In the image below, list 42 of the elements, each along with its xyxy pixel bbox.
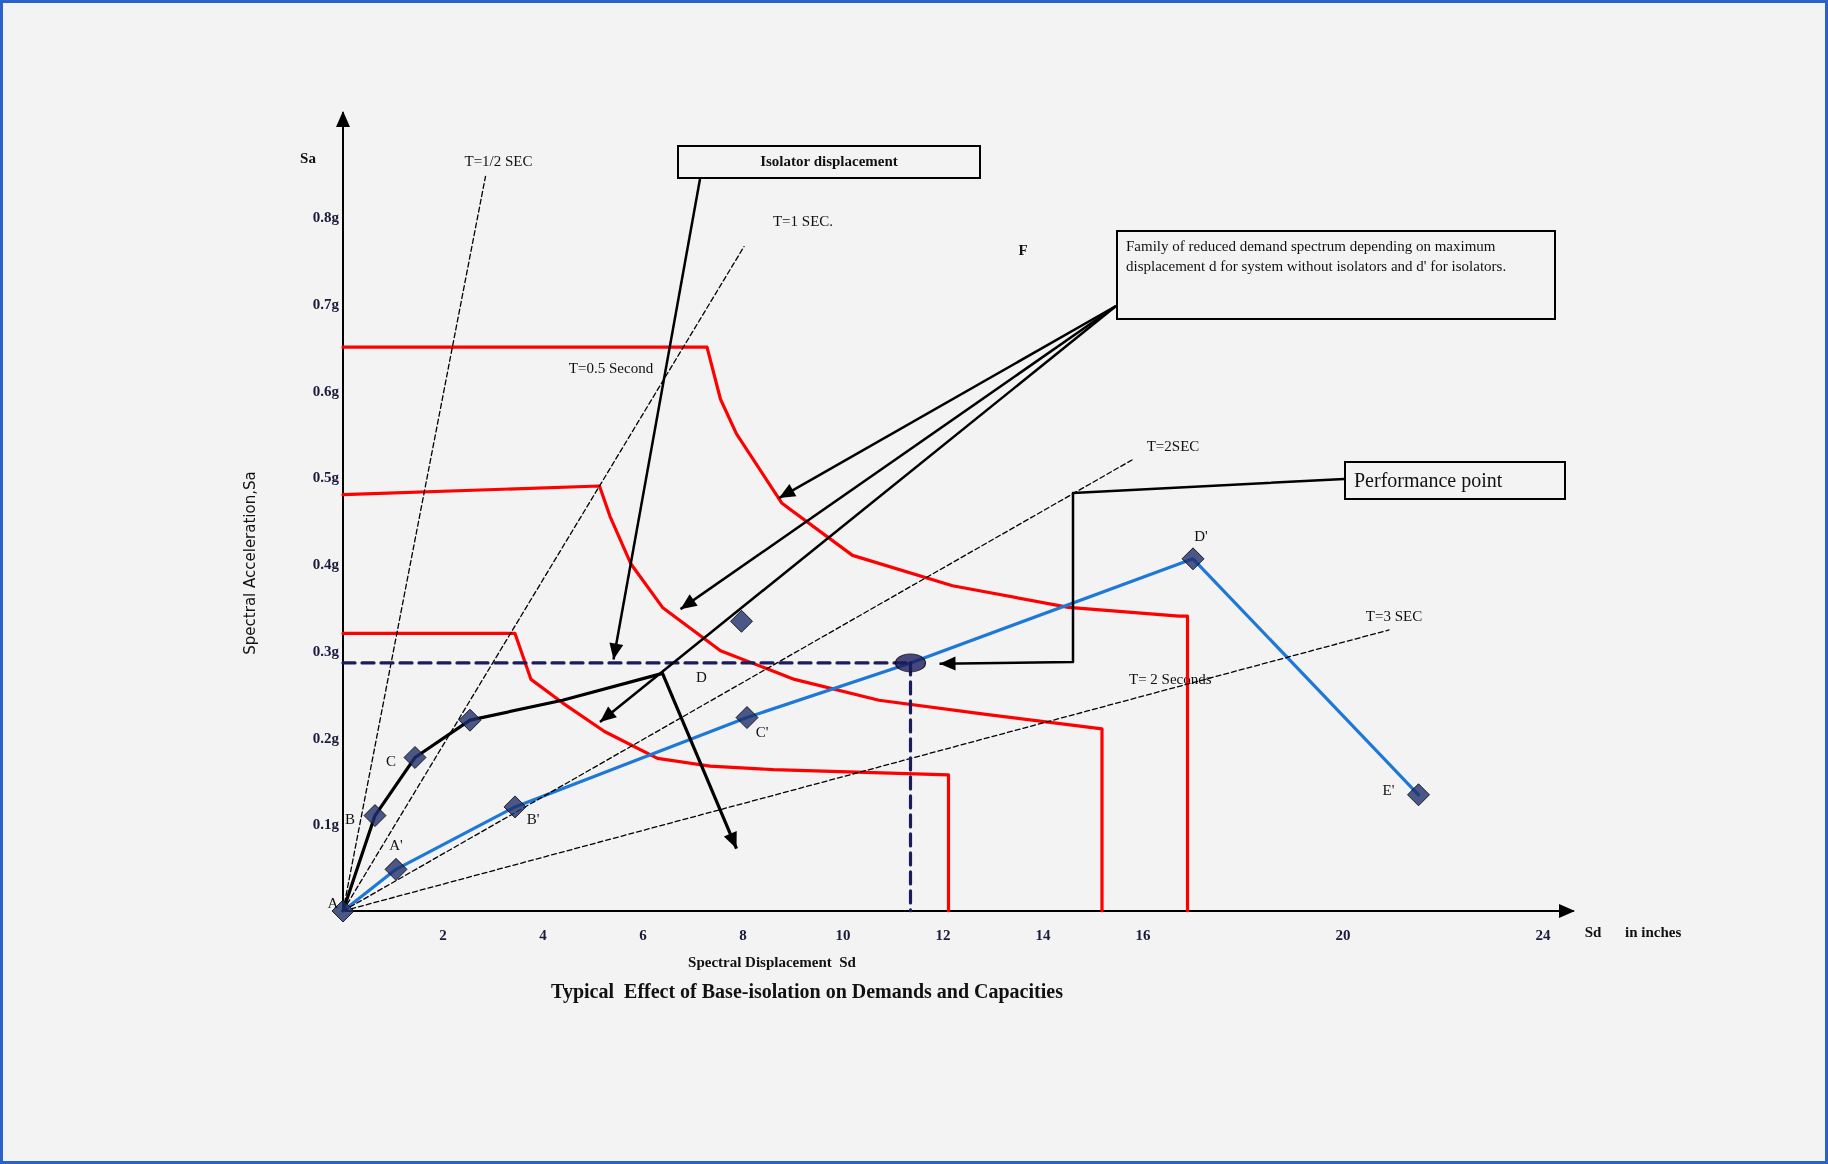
y-tick-label: 0.3g <box>312 642 340 659</box>
annotation: E' <box>1382 781 1395 798</box>
annotation: B' <box>526 810 540 827</box>
annotation: F <box>1018 242 1028 258</box>
x-tick-label: 24 <box>1535 926 1551 943</box>
x-tick-label: 14 <box>1035 926 1051 943</box>
annotation: C' <box>755 723 769 740</box>
y-tick-label: 0.6g <box>312 382 340 399</box>
x-tick-label: 4 <box>539 926 548 943</box>
x-tick-label: 2 <box>439 926 447 943</box>
callout-box: Family of reduced demand spectrum depending on maximum displacement d for system without isolators and d' for isolators. <box>1116 230 1556 320</box>
text: Sa <box>300 150 317 166</box>
callout-box: Isolator displacement <box>677 145 981 179</box>
x-tick-label: 20 <box>1335 926 1351 943</box>
text: in inches <box>1625 924 1682 940</box>
x-tick-label: 10 <box>835 926 851 943</box>
y-tick-label: 0.4g <box>312 556 340 573</box>
annotation: D' <box>1194 527 1209 544</box>
annotation: T=1 SEC. <box>772 212 834 229</box>
annotation: A' <box>389 837 404 854</box>
y-tick-label: 0.5g <box>312 469 340 486</box>
annotation: T=0.5 Second <box>568 360 654 377</box>
text: Sd <box>1584 924 1602 940</box>
text: Typical Effect of Base-isolation on Demands and Capacities <box>551 980 1064 1003</box>
y-axis-title: Spectral Acceleration,Sa <box>241 471 259 655</box>
annotation: A <box>327 895 339 911</box>
annotation: D <box>696 669 708 686</box>
annotation: C <box>385 753 397 770</box>
y-tick-label: 0.7g <box>312 295 340 312</box>
x-tick-label: 8 <box>739 926 747 943</box>
x-tick-label: 12 <box>935 926 951 943</box>
callout-box: Performance point <box>1344 461 1566 500</box>
y-tick-label: 0.1g <box>312 816 340 833</box>
y-tick-label: 0.2g <box>312 729 340 746</box>
annotation: T=2SEC <box>1146 437 1200 454</box>
y-tick-label: 0.8g <box>312 209 340 226</box>
x-axis-title: Spectral Displacement Sd <box>688 954 857 970</box>
x-tick-label: 6 <box>639 926 648 943</box>
annotation: B <box>344 810 356 827</box>
annotation: T=3 SEC <box>1365 607 1423 624</box>
x-tick-label: 16 <box>1135 926 1151 943</box>
annotation: T=1/2 SEC <box>464 153 533 170</box>
